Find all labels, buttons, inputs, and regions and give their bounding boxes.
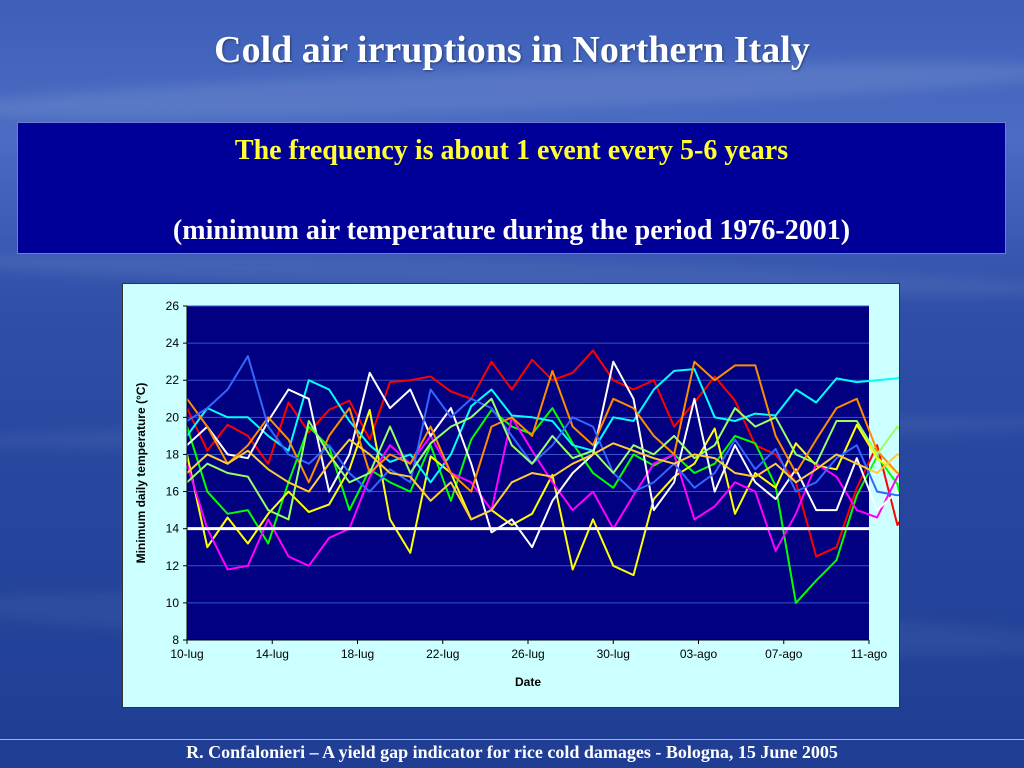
x-tick-label: 03-ago bbox=[680, 647, 718, 661]
y-axis-label: Minimum daily temperature (°C) bbox=[134, 383, 148, 564]
line-chart: 8 10 12 14 16 18 20 22 24 26 10-lug 14-lug 18-lug 22-… bbox=[134, 299, 899, 689]
subtitle-box: The frequency is about 1 event every 5-6… bbox=[17, 122, 1006, 254]
x-tick-label: 14-lug bbox=[256, 647, 289, 661]
series-line-1 bbox=[186, 349, 899, 558]
axes: 8 10 12 14 16 18 20 22 24 26 10-lug 14-lug 18-lug 22-… bbox=[166, 299, 888, 661]
x-tick-label: 26-lug bbox=[511, 647, 544, 661]
x-tick-label: 10-lug bbox=[170, 647, 203, 661]
series-line-4 bbox=[186, 368, 899, 484]
x-tick-label: 18-lug bbox=[341, 647, 374, 661]
y-tick-label: 14 bbox=[166, 522, 180, 536]
subtitle-period: (minimum air temperature during the peri… bbox=[172, 215, 851, 246]
y-tick-label: 10 bbox=[166, 596, 180, 610]
y-tick-label: 16 bbox=[166, 485, 180, 499]
y-tick-label: 22 bbox=[166, 373, 180, 387]
series-line-10 bbox=[186, 438, 899, 521]
slide-title: Cold air irruptions in Northern Italy bbox=[214, 29, 810, 71]
y-tick-label: 26 bbox=[166, 299, 180, 313]
series-line-6 bbox=[186, 360, 899, 549]
y-tick-label: 18 bbox=[166, 447, 180, 461]
x-tick-label: 11-ago bbox=[851, 647, 888, 661]
slide-footer: R. Confalonieri – A yield gap indicator … bbox=[186, 742, 838, 762]
y-tick-label: 8 bbox=[172, 633, 179, 647]
y-tick-label: 24 bbox=[166, 336, 180, 350]
series-line-5 bbox=[186, 416, 899, 571]
x-tick-label: 22-lug bbox=[426, 647, 459, 661]
x-axis-label: Date bbox=[515, 675, 541, 689]
x-tick-label: 07-ago bbox=[765, 647, 803, 661]
series-line-7 bbox=[186, 360, 899, 493]
x-tick-label: 30-lug bbox=[597, 647, 630, 661]
series-line-9 bbox=[186, 397, 899, 521]
chart-frame: 8 10 12 14 16 18 20 22 24 26 10-lug 14-lug 18-lug 22-… bbox=[122, 283, 900, 708]
series-layer bbox=[186, 349, 899, 604]
series-line-3 bbox=[186, 408, 899, 577]
footer-divider bbox=[0, 739, 1024, 740]
y-tick-label: 20 bbox=[166, 410, 180, 424]
plot-area bbox=[187, 306, 869, 640]
y-tick-label: 12 bbox=[166, 559, 180, 573]
subtitle-frequency: The frequency is about 1 event every 5-6… bbox=[234, 135, 789, 166]
